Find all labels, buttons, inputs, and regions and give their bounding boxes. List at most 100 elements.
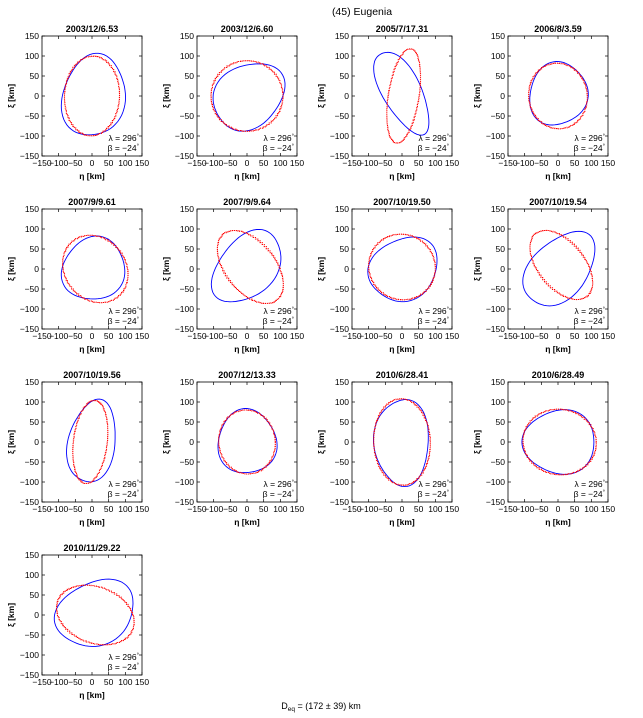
x-tick-label: 150 [135,677,149,687]
x-tick-label: 150 [290,158,304,168]
model-outline [212,63,286,132]
y-tick-label: 0 [34,264,39,274]
y-tick-label: 100 [491,51,505,61]
beta-value: β = −24 [263,316,292,326]
x-tick-label: 150 [135,504,149,514]
y-tick-label: 150 [491,31,505,41]
beta-annotation: β = −24° [263,489,295,499]
beta-annotation: β = −24° [574,489,606,499]
x-tick-label: 150 [601,331,615,341]
panel: 2010/11/29.22−150−100 −50 0 50 100 150−150−10… [6,543,149,700]
y-tick-label: 50 [30,417,40,427]
y-tick-label: 50 [340,71,350,81]
y-tick-label: 100 [180,51,194,61]
x-tick-label: −100 [204,158,223,168]
degree-symbol: ° [447,134,450,140]
y-tick-label: 50 [340,244,350,254]
lambda-annotation: λ = 296° [418,133,449,143]
model-outline [66,398,116,483]
y-tick-label: 50 [185,417,195,427]
observed-outline [55,584,135,646]
x-tick-label: 100 [584,158,598,168]
model-outline [521,409,595,475]
x-tick-label: 0 [245,158,250,168]
beta-value: β = −24 [574,316,603,326]
y-axis-label: ξ [km] [161,430,171,454]
y-tick-label: 100 [25,570,39,580]
x-tick-label: 100 [428,504,442,514]
panel: 2006/8/3.59−150−100 −50 0 50 100 150−150−100−… [472,24,615,181]
y-tick-label: 100 [491,397,505,407]
lambda-annotation: λ = 296° [263,306,294,316]
beta-annotation: β = −24° [418,143,450,153]
y-axis-label: ξ [km] [472,84,482,108]
y-tick-label: −100 [330,477,349,487]
beta-value: β = −24 [108,316,137,326]
degree-symbol: ° [292,490,295,496]
y-tick-label: −50 [491,111,506,121]
x-tick-label: 0 [90,677,95,687]
x-tick-label: −100 [359,504,378,514]
y-tick-label: −150 [486,497,505,507]
y-axis-label: ξ [km] [316,257,326,281]
x-tick-label: −50 [68,331,83,341]
figure-title: (45) Eugenia [332,6,392,18]
y-axis-label: ξ [km] [161,84,171,108]
degree-symbol: ° [447,307,450,313]
y-tick-label: −100 [20,650,39,660]
x-tick-label: −150 [342,504,361,514]
y-tick-label: 150 [335,204,349,214]
x-axis-label: η [km] [234,171,260,181]
y-tick-label: −50 [491,457,506,467]
y-tick-label: −100 [486,477,505,487]
x-tick-label: −150 [342,158,361,168]
degree-symbol: ° [292,144,295,150]
y-tick-label: −50 [25,457,40,467]
x-tick-label: 100 [428,158,442,168]
x-tick-label: 0 [556,504,561,514]
y-tick-label: −150 [175,324,194,334]
degree-symbol: ° [603,144,606,150]
y-tick-label: 0 [344,264,349,274]
y-tick-label: −100 [330,304,349,314]
y-tick-label: 150 [180,204,194,214]
x-tick-label: 150 [445,331,459,341]
panel: 2010/6/28.49−150−100 −50 0 50 100 150−150−100… [472,370,615,527]
x-tick-label: −50 [378,158,393,168]
lambda-value: λ = 296 [263,133,291,143]
y-axis-label: ξ [km] [6,430,16,454]
x-tick-label: 0 [90,331,95,341]
x-tick-label: −150 [32,331,51,341]
x-tick-label: −50 [534,158,549,168]
y-tick-label: −50 [180,284,195,294]
model-outline [522,230,596,307]
x-tick-label: −150 [32,677,51,687]
equivalent-diameter: Deq = (172 ± 39) km [281,701,360,713]
y-axis-label: ξ [km] [316,430,326,454]
model-outline [373,399,429,488]
y-tick-label: −100 [175,477,194,487]
x-tick-label: 100 [118,331,132,341]
x-axis-label: η [km] [545,517,571,527]
degree-symbol: ° [137,144,140,150]
y-tick-label: 100 [335,397,349,407]
observed-outline [522,408,597,476]
y-tick-label: 0 [344,91,349,101]
model-outline [373,51,430,136]
x-axis-label: η [km] [234,517,260,527]
lambda-annotation: λ = 296° [263,479,294,489]
x-tick-label: −150 [32,504,51,514]
y-axis-label: ξ [km] [6,603,16,627]
degree-symbol: ° [447,480,450,486]
x-tick-label: −50 [223,504,238,514]
footer-sub: eq [288,706,296,713]
y-tick-label: 100 [25,224,39,234]
beta-value: β = −24 [108,143,137,153]
model-outline [367,236,438,303]
y-tick-label: 100 [491,224,505,234]
x-tick-label: −50 [534,331,549,341]
x-tick-label: 150 [135,158,149,168]
x-tick-label: −150 [498,331,517,341]
lambda-value: λ = 296 [574,133,602,143]
